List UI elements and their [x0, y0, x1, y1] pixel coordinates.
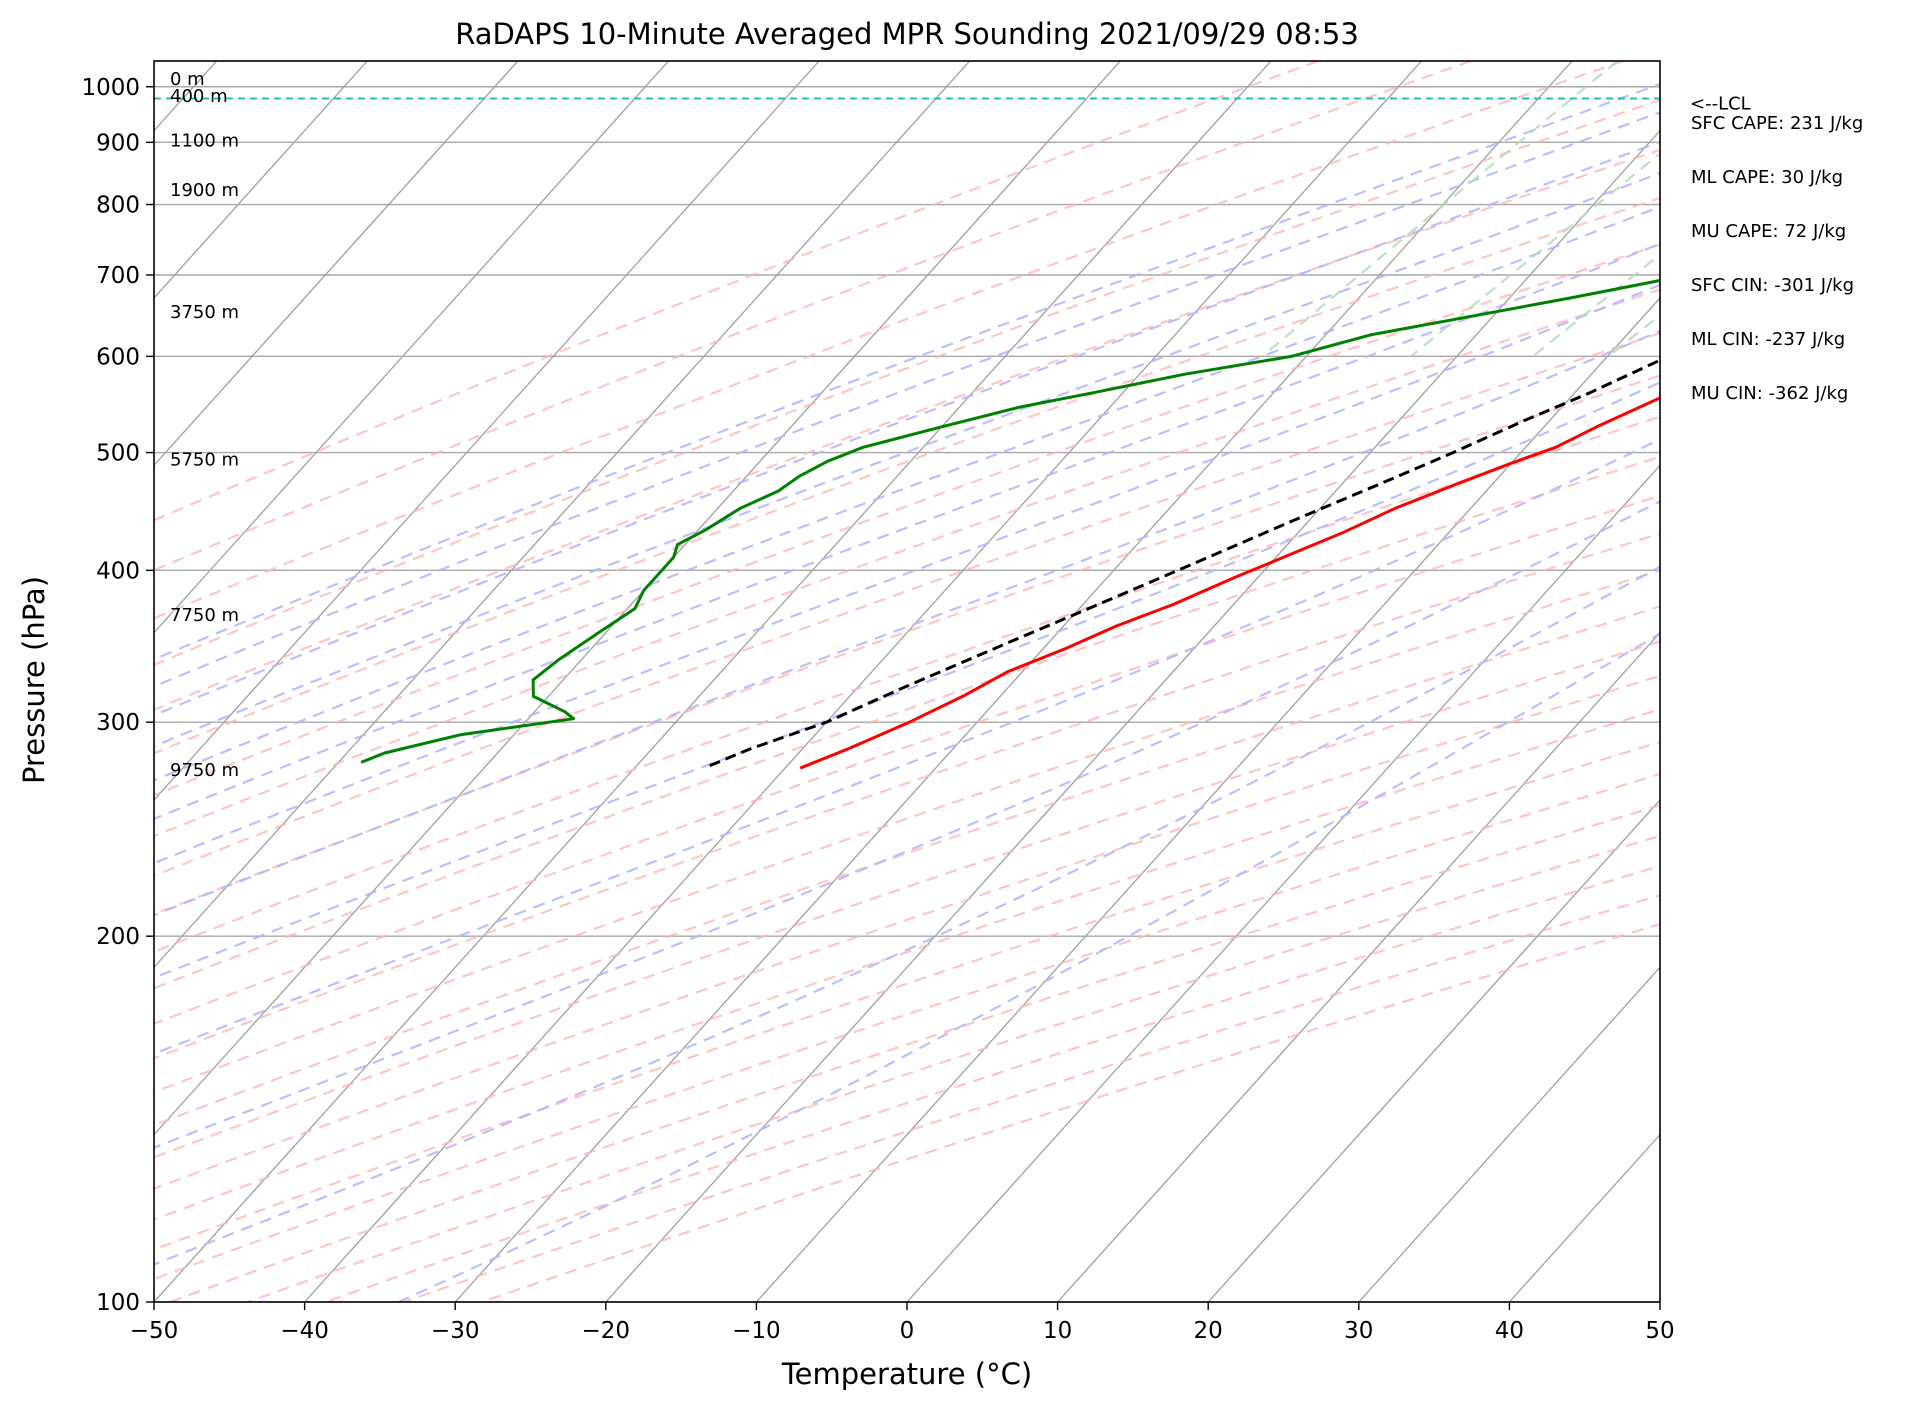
height-annotation: 9750 m: [170, 760, 239, 781]
x-tick-label: −40: [280, 1318, 329, 1344]
height-annotation: 3750 m: [170, 302, 239, 323]
y-tick-label: 300: [96, 710, 140, 736]
height-annotation: 1900 m: [170, 180, 239, 201]
x-tick-label: 40: [1495, 1318, 1524, 1344]
x-tick-label: 30: [1344, 1318, 1373, 1344]
height-annotation: 1100 m: [170, 130, 239, 151]
index-text: ML CAPE: 30 J/kg: [1691, 167, 1843, 188]
x-axis-label: Temperature (°C): [781, 1357, 1032, 1391]
x-tick-label: 20: [1194, 1318, 1223, 1344]
y-axis-label: Pressure (hPa): [17, 576, 51, 784]
index-text: ML CIN: -237 J/kg: [1691, 329, 1845, 350]
height-annotation: 5750 m: [170, 450, 239, 471]
index-text: MU CAPE: 72 J/kg: [1691, 221, 1846, 242]
x-tick-label: 50: [1645, 1318, 1674, 1344]
x-tick-label: −20: [582, 1318, 631, 1344]
x-tick-label: −10: [732, 1318, 781, 1344]
height-annotation: 400 m: [170, 86, 228, 107]
x-tick-label: 0: [900, 1318, 915, 1344]
y-tick-label: 1000: [81, 75, 140, 101]
x-tick-label: −30: [431, 1318, 480, 1344]
y-tick-label: 400: [96, 558, 140, 584]
height-annotation: 7750 m: [170, 605, 239, 626]
y-tick-label: 900: [96, 130, 140, 156]
lcl-label: <--LCL: [1690, 93, 1751, 114]
index-text: MU CIN: -362 J/kg: [1691, 383, 1848, 404]
y-tick-label: 500: [96, 441, 140, 467]
y-tick-label: 800: [96, 193, 140, 219]
y-tick-label: 600: [96, 344, 140, 370]
y-tick-label: 200: [96, 924, 140, 950]
chart-title: RaDAPS 10-Minute Averaged MPR Sounding 2…: [455, 17, 1359, 51]
y-tick-label: 700: [96, 263, 140, 289]
y-tick-label: 100: [96, 1290, 140, 1316]
index-text: SFC CIN: -301 J/kg: [1691, 275, 1854, 296]
x-tick-label: −50: [130, 1318, 179, 1344]
x-tick-label: 10: [1043, 1318, 1072, 1344]
index-text: SFC CAPE: 231 J/kg: [1691, 113, 1863, 134]
